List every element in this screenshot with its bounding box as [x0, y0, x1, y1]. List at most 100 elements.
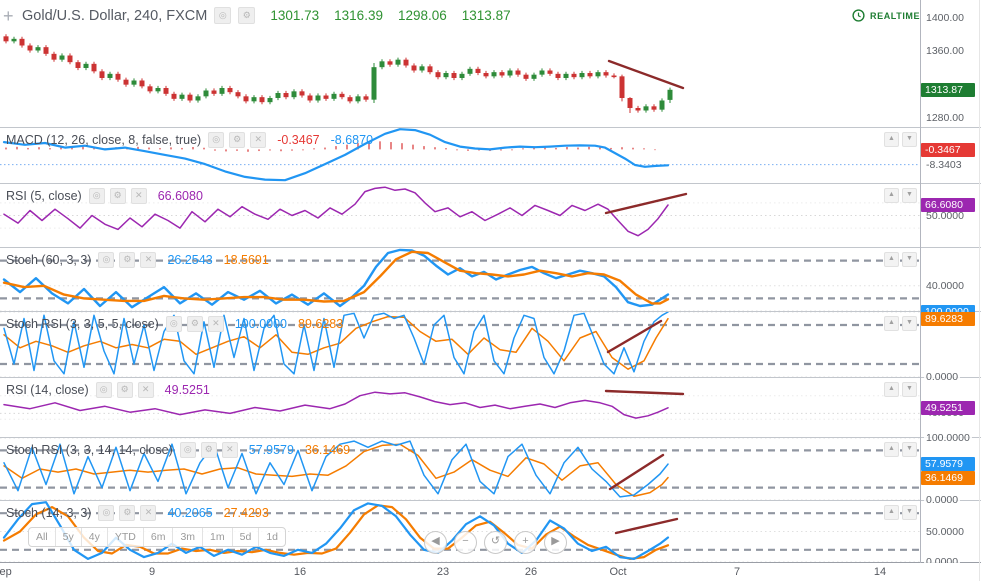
stochrsi5-gear-icon[interactable]: ⚙	[186, 316, 203, 332]
symbol-header: Gold/U.S. Dollar, 240, FXCM ◎ ⚙ 1301.73 …	[22, 7, 511, 24]
range-3m-button[interactable]: 3m	[173, 528, 204, 546]
pane-canvas-price[interactable]	[0, 0, 920, 127]
price-scale[interactable]: 1400.00 1360.00 1313.87 1280.00 -0.3467 -8.34…	[921, 0, 981, 569]
pane-canvas-macd[interactable]	[0, 128, 920, 183]
chart-nav-controls: ◀ − ↺ + ▶	[424, 531, 567, 554]
stoch60-eye-icon[interactable]: ◎	[98, 252, 115, 268]
stochrsi5-pane-up-button[interactable]: ▲	[884, 316, 899, 331]
rsi14-pane-down-button[interactable]: ▼	[902, 382, 917, 397]
pan-left-button[interactable]: ◀	[424, 531, 447, 554]
pane-canvas-stochrsi5[interactable]	[0, 312, 920, 377]
indicator-title-rsi14: RSI (14, close)	[6, 383, 89, 397]
pane-canvas-stoch60[interactable]	[0, 248, 920, 311]
zoom-out-button[interactable]: −	[454, 531, 477, 554]
stoch14-pane-down-button[interactable]: ▼	[902, 505, 917, 520]
pan-right-button[interactable]: ▶	[544, 531, 567, 554]
rsi14-pane-up-button[interactable]: ▲	[884, 382, 899, 397]
macd-close-icon[interactable]: ✕	[250, 132, 267, 148]
rsi5-pane-down-button[interactable]: ▼	[902, 188, 917, 203]
macd-pane-down-button[interactable]: ▼	[902, 132, 917, 147]
rsi5-value-badge: 66.6080	[921, 198, 975, 212]
pane-separator[interactable]	[0, 127, 981, 128]
pane-controls-stochrsi5: ▲ ▼	[884, 316, 917, 331]
range-4y-button[interactable]: 4y	[82, 528, 108, 546]
rsi14-close-icon[interactable]: ✕	[137, 382, 154, 398]
stoch60-gear-icon[interactable]: ⚙	[119, 252, 136, 268]
stochrsi14-pane-up-button[interactable]: ▲	[884, 442, 899, 457]
realtime-label: REALTIME	[870, 10, 921, 21]
price-axis-border	[920, 0, 921, 563]
macd-value-0: -0.3467	[277, 133, 320, 147]
realtime-clock-icon	[852, 9, 865, 22]
stoch14-eye-icon[interactable]: ◎	[98, 505, 115, 521]
pane-separator[interactable]	[0, 377, 981, 378]
symbol-eye-icon[interactable]: ◎	[214, 7, 232, 24]
stochrsi14-axis-label: 100.0000	[924, 431, 972, 445]
stochrsi5-close-icon[interactable]: ✕	[207, 316, 224, 332]
pane-controls-rsi14: ▲ ▼	[884, 382, 917, 397]
stochrsi14-value-1: 36.1469	[304, 443, 351, 457]
pane-header-macd: MACD (12, 26, close, 8, false, true) ◎ ⚙ ✕ -…	[6, 132, 373, 148]
time-axis-label: 9	[148, 566, 156, 578]
pane-separator[interactable]	[0, 500, 981, 501]
rsi5-close-icon[interactable]: ✕	[130, 188, 147, 204]
zoom-in-button[interactable]: +	[514, 531, 537, 554]
range-5d-button[interactable]: 5d	[233, 528, 260, 546]
stoch60-close-icon[interactable]: ✕	[140, 252, 157, 268]
pane-controls-stoch14: ▲ ▼	[884, 505, 917, 520]
pane-overlays: MACD (12, 26, close, 8, false, true) ◎ ⚙ ✕ -…	[6, 132, 917, 521]
range-all-button[interactable]: All	[29, 528, 56, 546]
stoch60-value-1: 18.5691	[223, 253, 269, 267]
pane-separator[interactable]	[0, 311, 981, 312]
rsi14-value-0: 49.5251	[164, 383, 210, 397]
rsi14-gear-icon[interactable]: ⚙	[116, 382, 133, 398]
stoch60-value-0: 26.2543	[167, 253, 213, 267]
time-axis-label: Oct	[609, 566, 627, 578]
rsi5-eye-icon[interactable]: ◎	[88, 188, 105, 204]
time-scale[interactable]: Sep 9 16 23 26 Oct 7 14	[0, 563, 981, 581]
ohlc-open-value: 1301.73	[270, 8, 320, 23]
pane-separator[interactable]	[0, 247, 981, 248]
macd-value-1: -8.6870	[330, 133, 374, 147]
rsi5-gear-icon[interactable]: ⚙	[109, 188, 126, 204]
crosshair-plus-icon[interactable]: +	[3, 6, 14, 26]
stoch60-pane-up-button[interactable]: ▲	[884, 252, 899, 267]
rsi14-eye-icon[interactable]: ◎	[95, 382, 112, 398]
stoch14-gear-icon[interactable]: ⚙	[119, 505, 136, 521]
pane-header-rsi5: RSI (5, close) ◎ ⚙ ✕ 66.6080	[6, 188, 203, 204]
stochrsi5-value-1: 89.6283	[298, 317, 344, 331]
macd-eye-icon[interactable]: ◎	[208, 132, 225, 148]
macd-pane-up-button[interactable]: ▲	[884, 132, 899, 147]
range-1d-button[interactable]: 1d	[266, 531, 279, 543]
range-6m-button[interactable]: 6m	[144, 528, 174, 546]
range-1m-button[interactable]: 1m	[203, 528, 233, 546]
pane-canvas-stochrsi14[interactable]	[0, 438, 920, 500]
range-5y-button[interactable]: 5y	[56, 528, 82, 546]
stochrsi5-pane-down-button[interactable]: ▼	[902, 316, 917, 331]
rsi5-pane-up-button[interactable]: ▲	[884, 188, 899, 203]
stochrsi5-eye-icon[interactable]: ◎	[165, 316, 182, 332]
stochrsi14-close-icon[interactable]: ✕	[221, 442, 238, 458]
symbol-gear-icon[interactable]: ⚙	[238, 7, 256, 24]
pane-separator[interactable]	[0, 437, 981, 438]
pane-separator[interactable]	[0, 183, 981, 184]
stochrsi14-pane-down-button[interactable]: ▼	[902, 442, 917, 457]
reset-view-button[interactable]: ↺	[484, 531, 507, 554]
stochrsi5-value-0: 100.0000	[234, 317, 287, 331]
macd-gear-icon[interactable]: ⚙	[229, 132, 246, 148]
indicator-title-macd: MACD (12, 26, close, 8, false, true)	[6, 133, 202, 147]
stoch14-close-icon[interactable]: ✕	[140, 505, 157, 521]
range-ytd-button[interactable]: YTD	[108, 528, 144, 546]
stochrsi14-eye-icon[interactable]: ◎	[179, 442, 196, 458]
stochrsi14-value-badge: 57.9579	[921, 457, 975, 471]
stochrsi14-gear-icon[interactable]: ⚙	[200, 442, 217, 458]
macd-value-badge: -0.3467	[921, 143, 975, 157]
stoch14-value-0: 40.2065	[167, 506, 213, 520]
pane-canvas-rsi5[interactable]	[0, 184, 920, 247]
pane-separator[interactable]	[0, 562, 981, 563]
stoch60-pane-down-button[interactable]: ▼	[902, 252, 917, 267]
symbol-title: Gold/U.S. Dollar, 240, FXCM	[22, 7, 208, 24]
rsi14-value-badge: 49.5251	[921, 401, 975, 415]
chart-plot-area[interactable]	[0, 0, 920, 563]
stoch14-pane-up-button[interactable]: ▲	[884, 505, 899, 520]
